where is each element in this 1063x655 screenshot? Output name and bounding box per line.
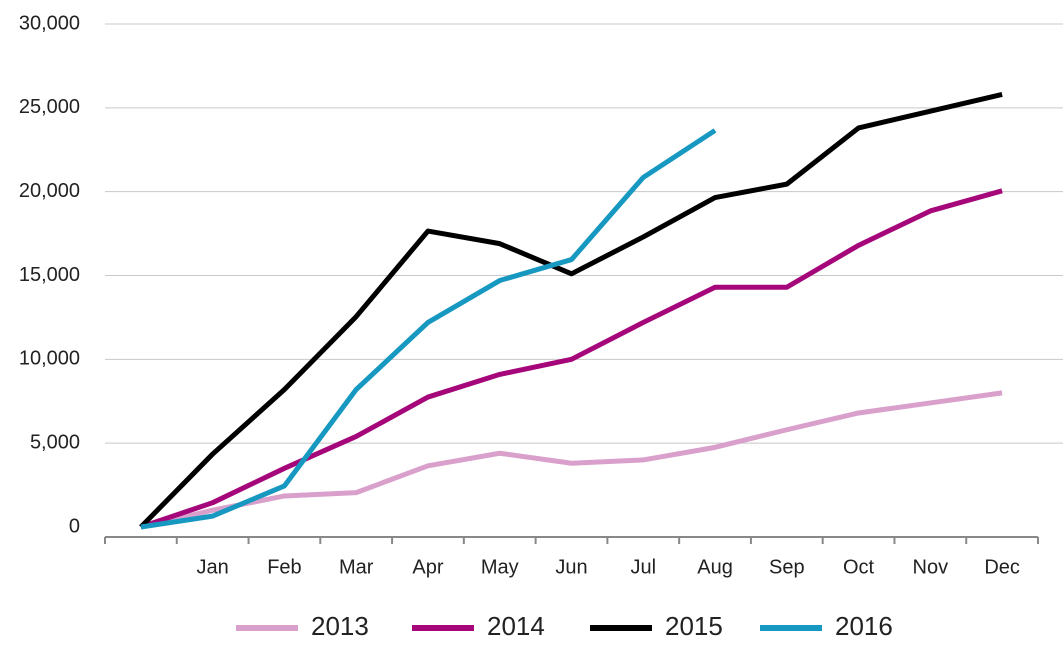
x-tick-label: Dec xyxy=(984,556,1020,578)
legend-label: 2013 xyxy=(311,611,369,641)
x-tick-label: Jan xyxy=(197,556,229,578)
legend-label: 2014 xyxy=(487,611,545,641)
series-line xyxy=(140,390,1003,530)
y-tick-label: 15,000 xyxy=(19,264,80,286)
x-tick-label: Feb xyxy=(267,556,301,578)
x-tick-label: Aug xyxy=(697,556,733,578)
y-tick-label: 5,000 xyxy=(30,431,80,453)
legend-label: 2016 xyxy=(835,611,893,641)
series-line xyxy=(140,188,1003,530)
legend-label: 2015 xyxy=(665,611,723,641)
y-tick-label: 0 xyxy=(69,515,80,537)
series-line xyxy=(139,91,1003,529)
series-line xyxy=(140,128,717,530)
x-tick-label: Jun xyxy=(555,556,587,578)
y-tick-label: 20,000 xyxy=(19,180,80,202)
x-tick-label: Sep xyxy=(769,556,805,578)
x-tick-label: Oct xyxy=(843,556,875,578)
y-tick-label: 10,000 xyxy=(19,348,80,370)
x-tick-label: May xyxy=(481,556,519,578)
x-tick-label: Mar xyxy=(339,556,374,578)
x-tick-label: Nov xyxy=(913,556,949,578)
x-tick-label: Jul xyxy=(630,556,656,578)
y-tick-label: 30,000 xyxy=(19,12,80,34)
y-tick-label: 25,000 xyxy=(19,96,80,118)
x-tick-label: Apr xyxy=(412,556,443,578)
